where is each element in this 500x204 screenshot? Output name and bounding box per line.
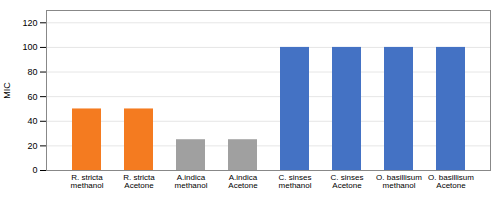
svg-text:C. sinsesAcetone: C. sinsesAcetone [331, 173, 364, 190]
svg-text:C. sinsesmethanol: C. sinsesmethanol [279, 173, 312, 190]
svg-text:0: 0 [32, 165, 37, 175]
svg-text:A.indicamethanol: A.indicamethanol [175, 173, 208, 190]
svg-text:R. strictaAcetone: R. strictaAcetone [123, 173, 155, 190]
svg-text:R. strictamethanol: R. strictamethanol [71, 173, 104, 190]
svg-text:A.indicaAcetone: A.indicaAcetone [228, 173, 258, 190]
svg-text:120: 120 [22, 18, 37, 28]
svg-text:40: 40 [27, 116, 37, 126]
svg-text:O. basillisummethanol: O. basillisummethanol [376, 173, 422, 190]
svg-text:80: 80 [27, 67, 37, 77]
svg-text:20: 20 [27, 141, 37, 151]
svg-text:MIC: MIC [2, 82, 12, 99]
svg-text:100: 100 [22, 42, 37, 52]
svg-text:O. basillisumAcetone: O. basillisumAcetone [428, 173, 474, 190]
svg-text:60: 60 [27, 92, 37, 102]
